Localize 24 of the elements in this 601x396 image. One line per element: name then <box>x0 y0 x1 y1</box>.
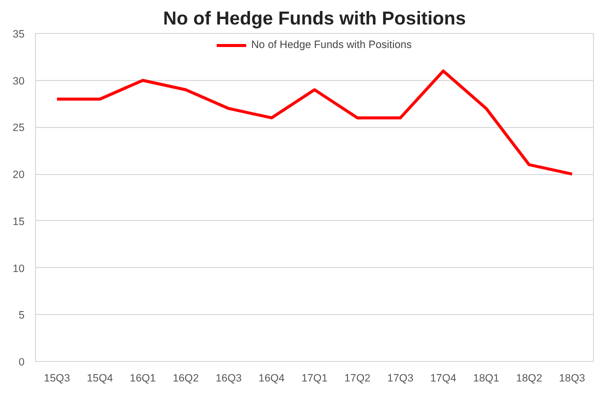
y-tick-label: 20 <box>12 169 25 182</box>
x-tick-label: 17Q4 <box>430 372 456 384</box>
y-tick-label: 30 <box>12 75 25 88</box>
x-tick-label: 17Q1 <box>301 372 328 384</box>
chart-title: No of Hedge Funds with Positions <box>163 8 466 28</box>
x-tick-label: 15Q4 <box>86 372 113 384</box>
y-tick-label: 5 <box>18 310 25 322</box>
x-tick-label: 18Q1 <box>473 372 500 384</box>
x-tick-label: 16Q3 <box>216 372 242 384</box>
legend-label: No of Hedge Funds with Positions <box>251 39 412 51</box>
x-tick-label: 17Q2 <box>344 372 371 384</box>
x-tick-label: 18Q2 <box>516 372 542 384</box>
x-tick-label: 16Q2 <box>172 372 199 384</box>
y-tick-label: 10 <box>12 262 25 275</box>
x-tick-label: 18Q3 <box>559 372 586 384</box>
y-tick-label: 35 <box>12 28 25 40</box>
y-tick-label: 25 <box>12 122 25 134</box>
line-series <box>55 69 574 176</box>
y-tick-label: 0 <box>18 356 25 368</box>
x-tick-label: 15Q3 <box>44 372 70 384</box>
x-tick-label: 16Q1 <box>130 372 156 384</box>
x-tick-label: 17Q3 <box>387 372 414 384</box>
y-tick-label: 15 <box>12 216 25 228</box>
x-tick-label: 16Q4 <box>258 372 285 384</box>
